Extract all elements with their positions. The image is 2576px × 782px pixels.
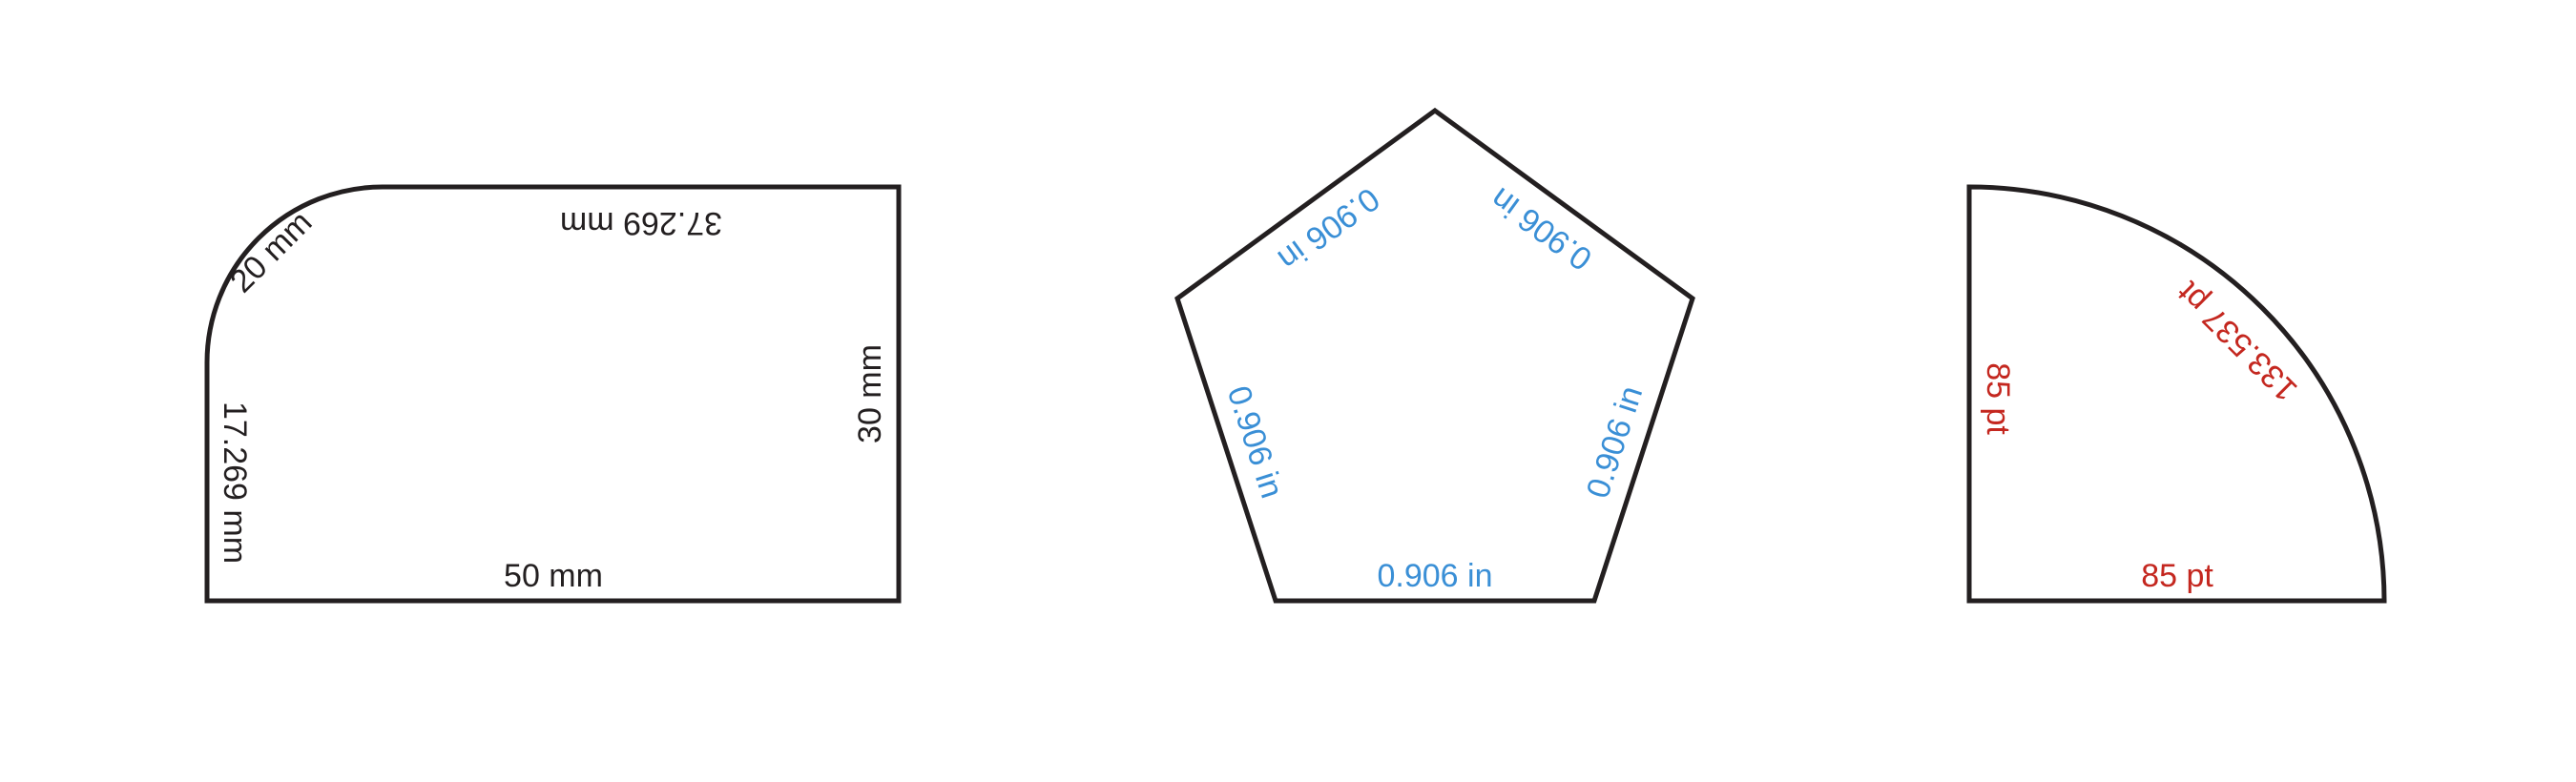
lower-left-edge-label: 0.906 in [1220,381,1291,503]
lower-right-edge-label: 0.906 in [1580,381,1651,503]
right-edge-label: 30 mm [852,344,888,443]
pentagon-shape: 0.906 in 0.906 in 0.906 in 0.906 in 0.90… [1174,107,1695,604]
upper-right-edge-label: 0.906 in [1484,180,1598,278]
left-edge-label: 17.269 mm [217,401,253,564]
arc-length-label: 133.537 pt [2171,274,2305,408]
arc-length-label: 20 mm [223,204,319,299]
quarter-circle-shape: 85 pt 85 pt 133.537 pt [1966,184,2387,604]
top-edge-label: 37.269 mm [560,205,722,241]
quarter-circle-outline [1966,184,2387,604]
bottom-edge-label: 50 mm [504,558,603,594]
bottom-edge-label: 0.906 in [1378,558,1493,594]
left-edge-label: 85 pt [1980,362,2016,435]
rounded-rectangle-outline [204,184,902,604]
upper-left-edge-label: 0.906 in [1271,180,1385,278]
rounded-rectangle-shape: 20 mm 37.269 mm 30 mm 50 mm 17.269 mm [204,184,902,604]
pentagon-outline [1174,107,1695,604]
bottom-edge-label: 85 pt [2141,558,2213,594]
